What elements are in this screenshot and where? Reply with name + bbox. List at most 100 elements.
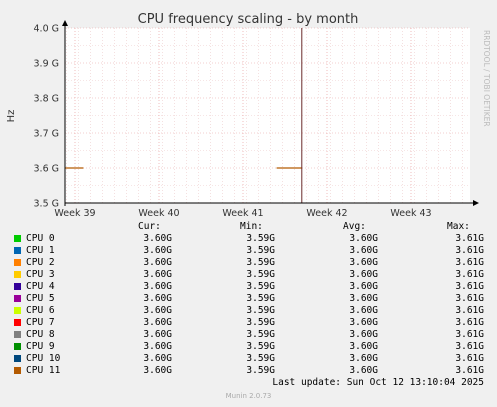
legend-max: 3.61G	[455, 281, 484, 292]
y-tick-labels: 4.0 G 3.9 G 3.8 G 3.7 G 3.6 G 3.5 G	[34, 24, 60, 210]
legend-max: 3.61G	[455, 329, 484, 340]
legend-name: CPU 4	[26, 281, 55, 292]
legend-min: 3.59G	[246, 281, 275, 292]
y-tick-label: 4.0 G	[34, 24, 60, 35]
legend-header-avg: Avg:	[343, 221, 366, 232]
x-tick-labels: Week 39 Week 40 Week 41 Week 42 Week 43	[54, 208, 431, 219]
legend-max: 3.61G	[455, 257, 484, 268]
legend-row: CPU 4 3.60G 3.59G 3.60G 3.61G	[0, 281, 497, 293]
legend-swatch	[14, 271, 21, 278]
legend-cur: 3.60G	[143, 317, 172, 328]
legend-swatch	[14, 331, 21, 338]
y-tick-label: 3.8 G	[34, 94, 60, 105]
legend-swatch	[14, 283, 21, 290]
legend-swatch	[14, 307, 21, 314]
x-tick-label: Week 42	[306, 208, 347, 219]
y-tick-label: 3.9 G	[34, 59, 60, 70]
legend-header-min: Min:	[240, 221, 263, 232]
legend-name: CPU 3	[26, 269, 55, 280]
legend-cur: 3.60G	[143, 329, 172, 340]
legend-avg: 3.60G	[349, 293, 378, 304]
legend-min: 3.59G	[246, 353, 275, 364]
legend-min: 3.59G	[246, 329, 275, 340]
legend-name: CPU 10	[26, 353, 61, 364]
legend-name: CPU 7	[26, 317, 55, 328]
legend-name: CPU 5	[26, 293, 55, 304]
legend-swatch	[14, 319, 21, 326]
x-tick-label: Week 43	[390, 208, 431, 219]
legend-avg: 3.60G	[349, 269, 378, 280]
legend-min: 3.59G	[246, 245, 275, 256]
legend-cur: 3.60G	[143, 269, 172, 280]
legend-min: 3.59G	[246, 269, 275, 280]
legend-row: CPU 8 3.60G 3.59G 3.60G 3.61G	[0, 329, 497, 341]
legend-name: CPU 8	[26, 329, 55, 340]
grid-lines	[65, 27, 470, 204]
x-tick-label: Week 41	[222, 208, 263, 219]
legend-avg: 3.60G	[349, 329, 378, 340]
legend-avg: 3.60G	[349, 233, 378, 244]
x-tick-label: Week 39	[54, 208, 95, 219]
legend-swatch	[14, 367, 21, 374]
legend-swatch	[14, 259, 21, 266]
legend-swatch	[14, 343, 21, 350]
legend-max: 3.61G	[455, 245, 484, 256]
legend-name: CPU 1	[26, 245, 55, 256]
legend-swatch	[14, 235, 21, 242]
legend-row: CPU 3 3.60G 3.59G 3.60G 3.61G	[0, 269, 497, 281]
legend-cur: 3.60G	[143, 293, 172, 304]
y-tick-label: 3.6 G	[34, 164, 60, 175]
legend-name: CPU 11	[26, 365, 61, 376]
legend-name: CPU 2	[26, 257, 55, 268]
legend-min: 3.59G	[246, 341, 275, 352]
legend-max: 3.61G	[455, 341, 484, 352]
legend-row: CPU 5 3.60G 3.59G 3.60G 3.61G	[0, 293, 497, 305]
legend-avg: 3.60G	[349, 281, 378, 292]
series-marks	[65, 28, 303, 203]
legend-swatch	[14, 295, 21, 302]
legend-min: 3.59G	[246, 293, 275, 304]
legend-cur: 3.60G	[143, 281, 172, 292]
legend-max: 3.61G	[455, 353, 484, 364]
legend-min: 3.59G	[246, 365, 275, 376]
legend-min: 3.59G	[246, 317, 275, 328]
legend-cur: 3.60G	[143, 365, 172, 376]
legend-name: CPU 0	[26, 233, 55, 244]
legend-cur: 3.60G	[143, 257, 172, 268]
legend-avg: 3.60G	[349, 257, 378, 268]
legend-row: CPU 9 3.60G 3.59G 3.60G 3.61G	[0, 341, 497, 353]
legend-avg: 3.60G	[349, 353, 378, 364]
legend-row: CPU 2 3.60G 3.59G 3.60G 3.61G	[0, 257, 497, 269]
legend-avg: 3.60G	[349, 365, 378, 376]
legend-max: 3.61G	[455, 365, 484, 376]
legend-min: 3.59G	[246, 305, 275, 316]
legend-max: 3.61G	[455, 317, 484, 328]
legend-row: CPU 10 3.60G 3.59G 3.60G 3.61G	[0, 353, 497, 365]
legend-header-cur: Cur:	[138, 221, 161, 232]
legend-name: CPU 9	[26, 341, 55, 352]
legend-min: 3.59G	[246, 233, 275, 244]
legend-row: CPU 6 3.60G 3.59G 3.60G 3.61G	[0, 305, 497, 317]
x-axis-arrow	[473, 200, 479, 206]
last-update: Last update: Sun Oct 12 13:10:04 2025	[272, 377, 484, 388]
legend-row: CPU 0 3.60G 3.59G 3.60G 3.61G	[0, 233, 497, 245]
legend-max: 3.61G	[455, 305, 484, 316]
legend-max: 3.61G	[455, 233, 484, 244]
legend-avg: 3.60G	[349, 341, 378, 352]
legend-max: 3.61G	[455, 293, 484, 304]
legend-swatch	[14, 247, 21, 254]
legend-avg: 3.60G	[349, 305, 378, 316]
legend-cur: 3.60G	[143, 353, 172, 364]
y-axis-label: Hz	[6, 110, 17, 123]
y-axis-arrow	[62, 20, 68, 26]
x-tick-label: Week 40	[138, 208, 179, 219]
legend-cur: 3.60G	[143, 233, 172, 244]
legend-row: CPU 7 3.60G 3.59G 3.60G 3.61G	[0, 317, 497, 329]
y-tick-label: 3.5 G	[34, 199, 60, 210]
legend-row: CPU 1 3.60G 3.59G 3.60G 3.61G	[0, 245, 497, 257]
legend-cur: 3.60G	[143, 305, 172, 316]
legend-swatch	[14, 355, 21, 362]
legend-avg: 3.60G	[349, 245, 378, 256]
rrdtool-watermark: RRDTOOL / TOBI OETIKER	[482, 30, 491, 127]
